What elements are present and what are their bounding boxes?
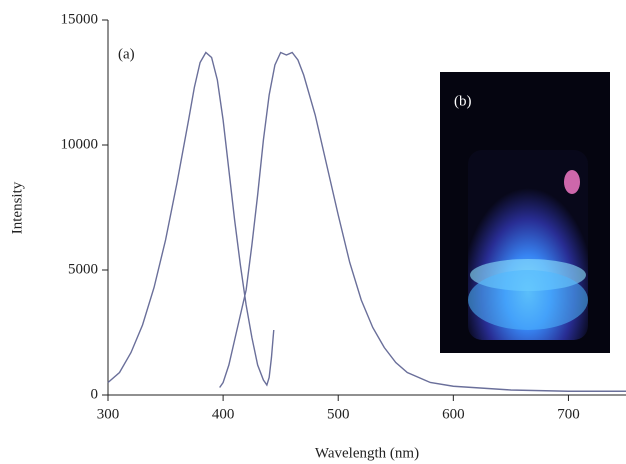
panel-label: (a) <box>118 46 135 62</box>
spectrum-line <box>107 51 275 387</box>
x-tick-label: 400 <box>212 406 235 422</box>
x-tick-label: 600 <box>442 406 465 422</box>
y-axis-label: Intensity <box>9 181 25 234</box>
x-tick-label: 300 <box>97 406 120 422</box>
y-tick-label: 5000 <box>68 261 98 277</box>
inset-photo: (b) <box>440 72 610 353</box>
y-tick-label: 10000 <box>61 136 99 152</box>
x-tick-label: 700 <box>557 406 580 422</box>
x-axis-label: Wavelength (nm) <box>315 445 419 461</box>
y-tick-label: 0 <box>91 386 99 402</box>
y-tick-label: 15000 <box>61 11 99 27</box>
spectrum-line <box>219 51 626 392</box>
x-tick-label: 500 <box>327 406 350 422</box>
inset-label: (b) <box>454 93 472 109</box>
